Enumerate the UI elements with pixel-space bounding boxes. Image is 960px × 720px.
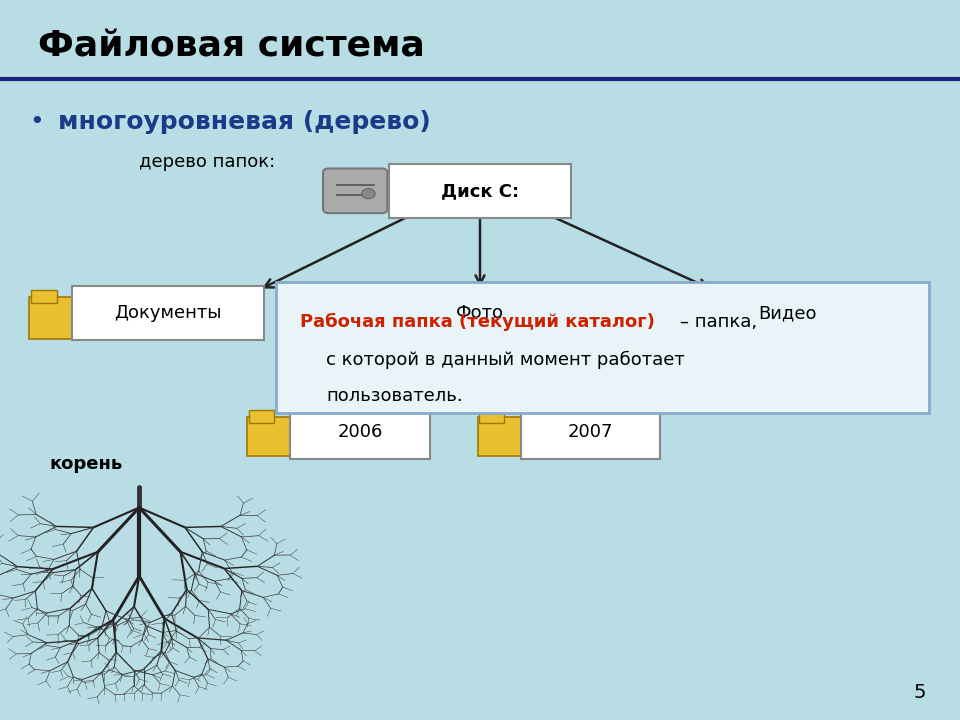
FancyBboxPatch shape bbox=[249, 410, 274, 423]
FancyBboxPatch shape bbox=[29, 297, 88, 338]
Text: Видео: Видео bbox=[758, 304, 816, 323]
Text: Фото: Фото bbox=[456, 304, 504, 323]
Text: Файловая система: Файловая система bbox=[38, 30, 425, 64]
FancyBboxPatch shape bbox=[479, 410, 504, 423]
FancyBboxPatch shape bbox=[72, 287, 264, 341]
FancyBboxPatch shape bbox=[323, 168, 388, 213]
FancyBboxPatch shape bbox=[31, 290, 57, 303]
Text: •: • bbox=[29, 110, 43, 135]
Text: 2007: 2007 bbox=[567, 423, 613, 441]
FancyBboxPatch shape bbox=[389, 164, 571, 217]
FancyBboxPatch shape bbox=[708, 287, 866, 341]
Text: пользователь.: пользователь. bbox=[326, 387, 463, 405]
FancyBboxPatch shape bbox=[666, 290, 692, 303]
FancyBboxPatch shape bbox=[477, 417, 535, 456]
Circle shape bbox=[362, 189, 375, 199]
FancyBboxPatch shape bbox=[396, 287, 564, 341]
Text: многоуровневая (дерево): многоуровневая (дерево) bbox=[58, 110, 430, 135]
Text: с которой в данный момент работает: с которой в данный момент работает bbox=[326, 351, 685, 369]
Text: корень: корень bbox=[50, 455, 123, 474]
FancyBboxPatch shape bbox=[664, 297, 724, 338]
Text: дерево папок:: дерево папок: bbox=[139, 153, 276, 171]
FancyBboxPatch shape bbox=[276, 282, 929, 413]
FancyBboxPatch shape bbox=[354, 290, 380, 303]
Text: 5: 5 bbox=[914, 683, 926, 702]
FancyBboxPatch shape bbox=[247, 417, 304, 456]
Text: Диск С:: Диск С: bbox=[441, 181, 519, 199]
FancyBboxPatch shape bbox=[352, 297, 412, 338]
FancyBboxPatch shape bbox=[520, 405, 660, 459]
FancyBboxPatch shape bbox=[290, 405, 430, 459]
Text: 2006: 2006 bbox=[337, 423, 383, 441]
Text: Документы: Документы bbox=[114, 304, 222, 323]
Text: Рабочая папка (текущий каталог): Рабочая папка (текущий каталог) bbox=[300, 313, 656, 331]
Text: – папка,: – папка, bbox=[680, 313, 756, 331]
